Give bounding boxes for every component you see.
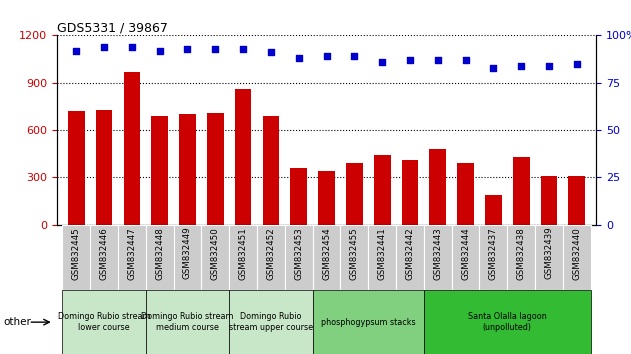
Bar [424, 225, 452, 290]
Text: Santa Olalla lagoon
(unpolluted): Santa Olalla lagoon (unpolluted) [468, 313, 546, 332]
Text: Domingo Rubio stream
medium course: Domingo Rubio stream medium course [141, 313, 233, 332]
Bar [290, 168, 307, 225]
Point [322, 53, 332, 59]
Text: GSM832447: GSM832447 [127, 227, 136, 280]
Text: GSM832453: GSM832453 [294, 227, 304, 280]
Bar [341, 225, 369, 290]
Bar [563, 225, 591, 290]
Bar [62, 225, 90, 290]
Text: GSM832438: GSM832438 [517, 227, 526, 280]
Bar [541, 176, 557, 225]
Bar [535, 225, 563, 290]
Bar [374, 155, 391, 225]
Bar [312, 225, 341, 290]
Bar [430, 149, 446, 225]
Text: other: other [3, 317, 31, 327]
Text: GSM832454: GSM832454 [322, 227, 331, 280]
Point [461, 57, 471, 63]
Bar [485, 195, 502, 225]
Text: GSM832449: GSM832449 [183, 227, 192, 279]
Bar [369, 225, 396, 290]
Text: GSM832445: GSM832445 [72, 227, 81, 280]
Point [127, 44, 137, 50]
Point [377, 59, 387, 65]
Text: GSM832439: GSM832439 [545, 227, 553, 279]
Bar [62, 290, 146, 354]
Text: GSM832455: GSM832455 [350, 227, 359, 280]
Point [488, 65, 498, 70]
Bar [569, 176, 585, 225]
Text: Domingo Rubio stream
lower course: Domingo Rubio stream lower course [58, 313, 150, 332]
Bar [124, 72, 140, 225]
Bar [229, 225, 257, 290]
Bar [257, 225, 285, 290]
Bar [201, 225, 229, 290]
Bar [262, 116, 280, 225]
Bar [179, 114, 196, 225]
Text: GSM832437: GSM832437 [489, 227, 498, 280]
Text: GSM832450: GSM832450 [211, 227, 220, 280]
Bar [68, 111, 85, 225]
Bar [346, 163, 363, 225]
Text: GSM832441: GSM832441 [378, 227, 387, 280]
Bar [396, 225, 424, 290]
Point [266, 50, 276, 55]
Bar [285, 225, 312, 290]
Text: GSM832444: GSM832444 [461, 227, 470, 280]
Bar [90, 225, 118, 290]
Text: GSM832448: GSM832448 [155, 227, 164, 280]
Bar [118, 225, 146, 290]
Text: Domingo Rubio
stream upper course: Domingo Rubio stream upper course [229, 313, 313, 332]
Point [293, 55, 304, 61]
Bar [401, 160, 418, 225]
Bar [146, 290, 229, 354]
Text: GSM832442: GSM832442 [406, 227, 415, 280]
Bar [480, 225, 507, 290]
Bar [513, 157, 529, 225]
Bar [424, 290, 591, 354]
Bar [174, 225, 201, 290]
Bar [96, 110, 112, 225]
Text: phosphogypsum stacks: phosphogypsum stacks [321, 318, 416, 327]
Point [210, 46, 220, 51]
Point [516, 63, 526, 69]
Bar [452, 225, 480, 290]
Text: GSM832446: GSM832446 [100, 227, 109, 280]
Bar [507, 225, 535, 290]
Bar [151, 116, 168, 225]
Bar [312, 290, 424, 354]
Point [572, 61, 582, 67]
Point [182, 46, 192, 51]
Text: GSM832452: GSM832452 [266, 227, 275, 280]
Text: GSM832443: GSM832443 [433, 227, 442, 280]
Text: GDS5331 / 39867: GDS5331 / 39867 [57, 21, 168, 34]
Bar [318, 171, 335, 225]
Point [544, 63, 554, 69]
Point [350, 53, 360, 59]
Text: GSM832451: GSM832451 [239, 227, 247, 280]
Point [99, 44, 109, 50]
Point [433, 57, 443, 63]
Text: GSM832440: GSM832440 [572, 227, 581, 280]
Point [71, 48, 81, 53]
Bar [146, 225, 174, 290]
Point [405, 57, 415, 63]
Bar [235, 89, 252, 225]
Point [238, 46, 248, 51]
Bar [207, 113, 223, 225]
Point [155, 48, 165, 53]
Bar [457, 163, 474, 225]
Bar [229, 290, 312, 354]
